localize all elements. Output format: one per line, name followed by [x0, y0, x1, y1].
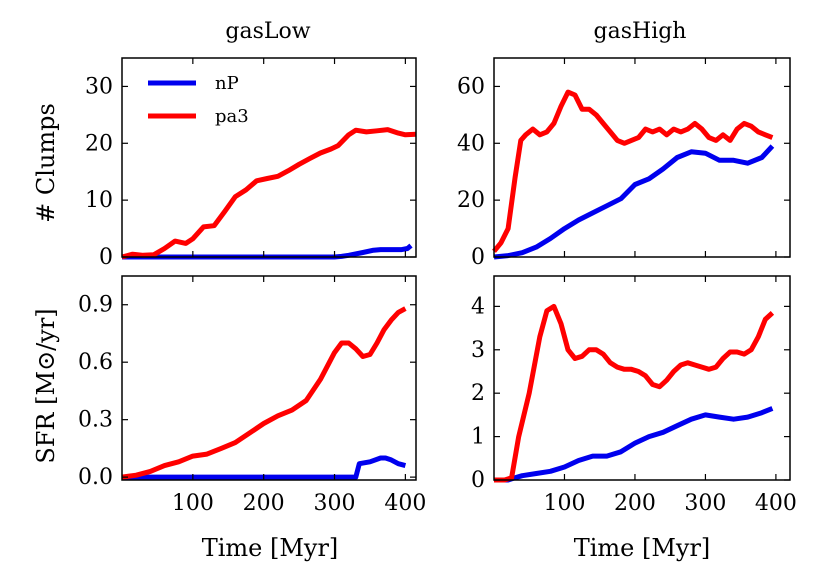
series-line-pa3: [494, 303, 775, 483]
x-tick-label: 100: [172, 491, 214, 516]
xlabel-left: Time [Myr]: [202, 534, 339, 562]
legend-label-np: nP: [215, 73, 239, 94]
x-tick-label: 200: [243, 491, 285, 516]
series-line-np: [494, 406, 774, 483]
series-line-pa3: [121, 127, 417, 260]
y-tick-label: 0.9: [78, 293, 113, 318]
y-tick-label: 0: [99, 245, 113, 270]
y-tick-label: 4: [471, 294, 485, 319]
y-tick-label: 0.6: [78, 350, 113, 375]
y-tick-label: 1: [471, 425, 485, 450]
y-tick-label: 60: [457, 74, 485, 99]
panel-sfr-gaslow: 100 200 300 400 0.0 0.3 0.6 0.9: [78, 275, 426, 516]
series-line-np: [122, 455, 407, 480]
y-tick-label: 20: [457, 188, 485, 213]
y-tick-label: 20: [85, 131, 113, 156]
y-tick-label: 0.0: [78, 465, 113, 490]
y-tick-label: 10: [85, 188, 113, 213]
panel-clumps-gashigh: 0 20 40 60: [457, 57, 791, 270]
series-line-pa3: [121, 306, 407, 480]
axes-frame: [121, 57, 417, 258]
column-title-gashigh: gasHigh: [594, 19, 687, 44]
legend-label-pa3: pa3: [215, 106, 249, 127]
column-title-gaslow: gasLow: [225, 19, 310, 44]
y-tick-label: 0: [471, 245, 485, 270]
x-tick-label: 300: [314, 491, 356, 516]
x-tick-label: 400: [755, 491, 797, 516]
axes-frame: [493, 275, 791, 481]
x-tick-label: 300: [684, 491, 726, 516]
x-tick-label: 200: [614, 491, 656, 516]
y-tick-label: 2: [471, 381, 485, 406]
y-tick-label: 0: [471, 468, 485, 493]
axes-frame: [493, 57, 791, 258]
axes-frame: [121, 275, 417, 481]
y-tick-label: 0.3: [78, 408, 113, 433]
ylabel-clumps: # Clumps: [32, 103, 60, 223]
x-tick-label: 400: [384, 491, 426, 516]
y-tick-label: 40: [457, 131, 485, 156]
panel-sfr-gashigh: 100 200 300 400 0 1 2 3 4: [471, 275, 797, 516]
ylabel-sfr: SFR [M⊙/yr]: [32, 308, 60, 463]
series-line-pa3: [492, 89, 774, 253]
y-tick-label: 30: [85, 74, 113, 99]
y-tick-label: 3: [471, 338, 485, 363]
xlabel-right: Time [Myr]: [574, 534, 711, 562]
panel-clumps-gaslow: 0 10 20 30 nP pa3: [85, 57, 417, 270]
series-line-np: [493, 144, 775, 260]
x-tick-label: 100: [543, 491, 585, 516]
